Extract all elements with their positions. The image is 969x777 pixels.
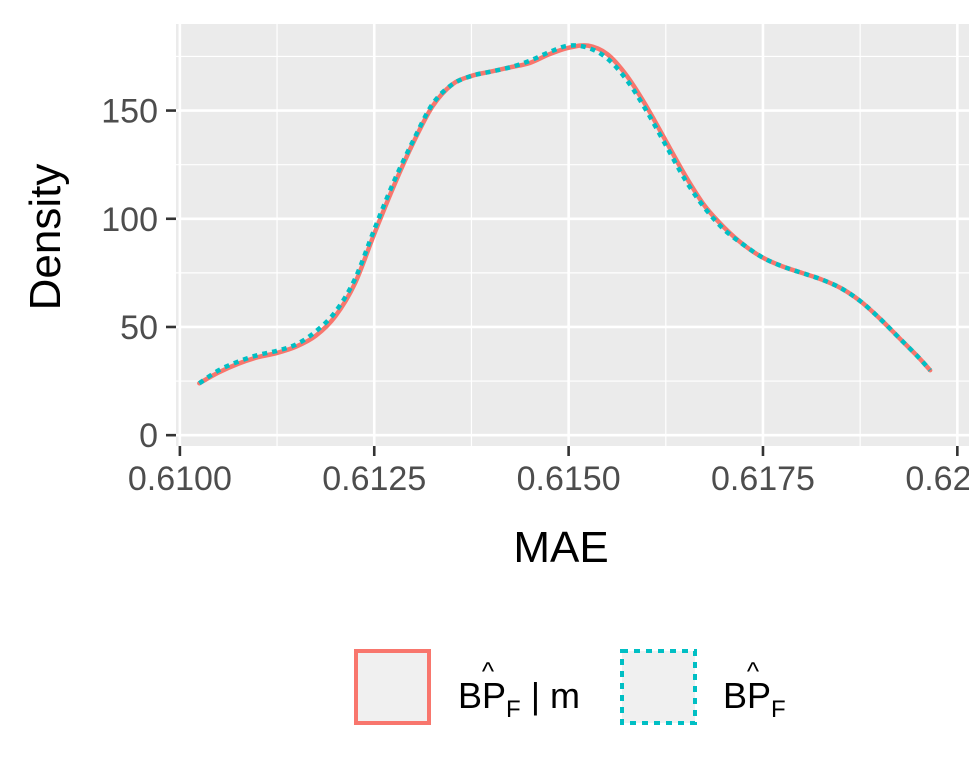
series-layer [197,43,933,386]
plot-panel [176,24,969,446]
legend: BPF | m^BPF^ [354,649,786,725]
legend-label-1: BPF | m [458,675,580,723]
legend-key-2 [620,649,697,725]
x-tick-label: 0.6150 [517,460,621,498]
x-tick-label: 0.6100 [128,460,232,498]
y-axis: 0 50 100 150 [101,93,176,455]
legend-key-1 [354,649,431,725]
y-tick-label: 100 [101,201,158,239]
legend-label-2: BPF [723,675,786,723]
major-gridlines [176,24,969,446]
legend-hat: ^ [482,656,495,686]
legend-label-subscript: F [771,696,786,723]
x-axis-title: MAE [513,523,608,572]
legend-label-base: BP [723,675,771,716]
x-tick-label: 0.6200 [905,460,969,498]
y-axis-title: Density [21,164,70,311]
y-tick-label: 50 [120,309,158,347]
legend-label-subscript: F [506,696,521,723]
legend-label-suffix: | m [521,675,580,716]
minor-gridlines [176,24,969,446]
y-tick-label: 150 [101,93,158,131]
y-tick-label: 0 [139,417,158,455]
legend-label-base: BP [458,675,506,716]
x-axis: 0.6100 0.6125 0.6150 0.6175 0.6200 [128,446,969,498]
x-tick-label: 0.6125 [322,460,426,498]
series-line-2 [198,43,932,386]
x-tick-label: 0.6175 [711,460,815,498]
legend-hat: ^ [747,656,760,686]
